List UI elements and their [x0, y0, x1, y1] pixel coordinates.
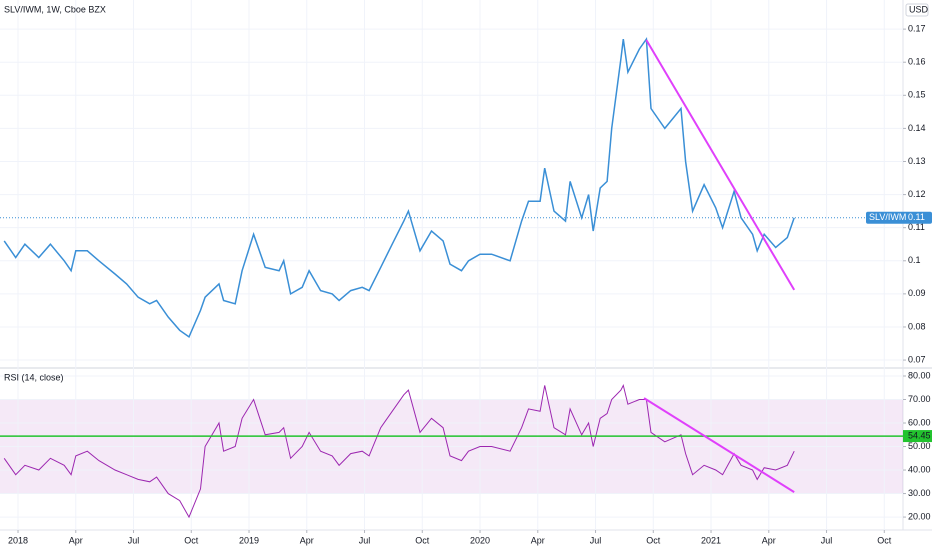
level-label: 54.45 [908, 430, 931, 440]
y-tick-label: 30.00 [908, 488, 931, 498]
currency-label: USD [909, 4, 929, 14]
y-tick-label: 80.00 [908, 370, 931, 380]
chart-title: SLV/IWM, 1W, Cboe BZX [4, 4, 106, 14]
x-tick-label: Apr [531, 535, 545, 545]
trend-line [645, 39, 796, 291]
x-tick-label: Oct [184, 535, 199, 545]
y-tick-label: 0.13 [908, 156, 926, 166]
series-line [3, 36, 795, 339]
y-tick-label: 0.11 [908, 222, 925, 232]
x-tick-label: Apr [762, 535, 776, 545]
y-tick-label: 0.1 [908, 255, 921, 265]
y-tick-label: 0.15 [908, 90, 926, 100]
y-tick-label: 0.07 [908, 354, 926, 364]
series-line [3, 383, 795, 519]
x-tick-label: Apr [300, 535, 314, 545]
y-tick-label: 0.14 [908, 123, 926, 133]
x-tick-label: Apr [69, 535, 83, 545]
currency-box [905, 3, 929, 17]
y-tick-label: 0.09 [908, 288, 926, 298]
x-tick-label: Jul [128, 535, 140, 545]
y-tick-label: 0.16 [908, 57, 926, 67]
y-tick-label: 70.00 [908, 394, 931, 404]
x-tick-label: 2020 [470, 535, 490, 545]
x-tick-label: Oct [877, 535, 892, 545]
y-tick-label: 0.08 [908, 321, 926, 331]
x-tick-label: 2018 [8, 535, 28, 545]
trend-line [643, 397, 795, 493]
x-tick-label: Jul [359, 535, 371, 545]
level-tag [903, 430, 932, 443]
x-tick-label: Jul [821, 535, 833, 545]
x-tick-label: 2019 [239, 535, 259, 545]
x-tick-label: 2021 [701, 535, 721, 545]
x-tick-label: Oct [646, 535, 661, 545]
x-tick-label: Oct [415, 535, 430, 545]
last-value-label: 0.11 [908, 212, 925, 222]
pane-title: RSI (14, close) [4, 372, 64, 382]
y-tick-label: 0.12 [908, 189, 926, 199]
last-value-tag [866, 211, 932, 224]
y-tick-label: 20.00 [908, 511, 931, 521]
last-value-name: SLV/IWM [869, 212, 906, 222]
y-tick-label: 0.17 [908, 23, 926, 33]
y-tick-label: 40.00 [908, 464, 931, 474]
x-tick-label: Jul [590, 535, 602, 545]
y-tick-label: 60.00 [908, 417, 931, 427]
y-tick-label: 50.00 [908, 441, 931, 451]
